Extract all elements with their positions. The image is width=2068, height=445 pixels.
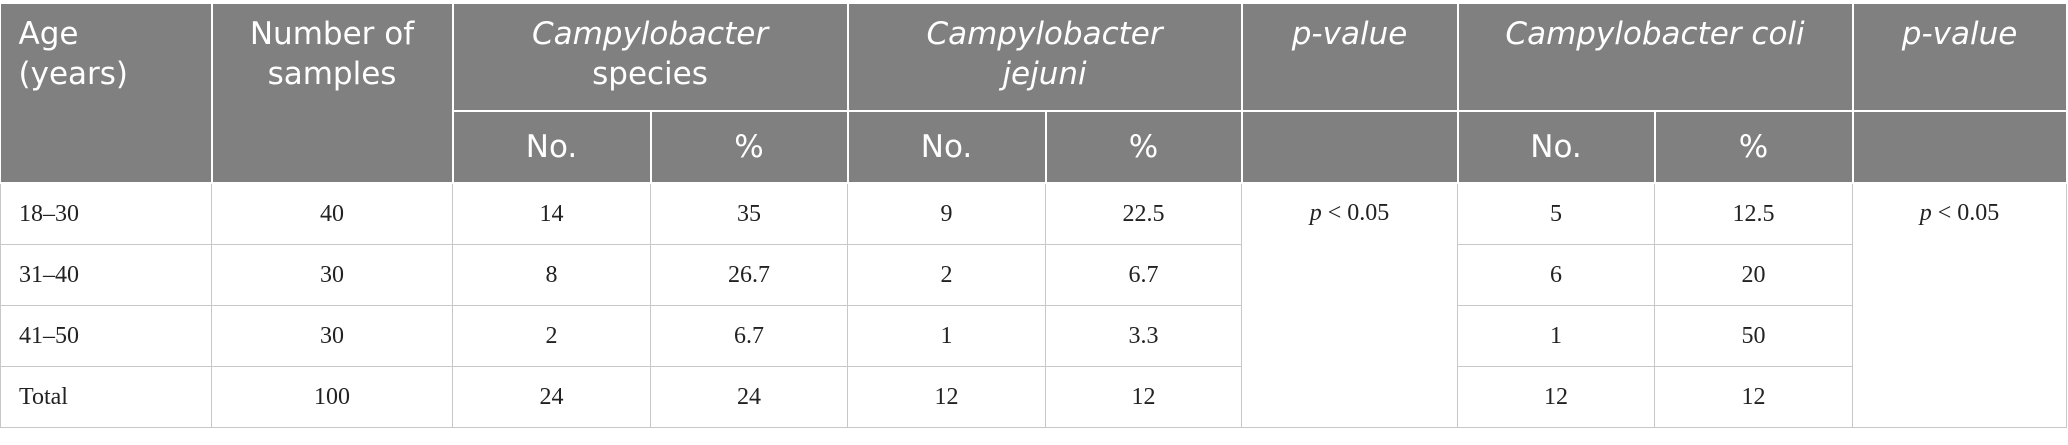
table-cell: 24 [452, 366, 651, 428]
header-cell: p-value [1851, 4, 2068, 112]
subheader-cell: No. [452, 111, 652, 184]
table-cell: 24 [649, 366, 849, 428]
table-cell: 100 [211, 366, 453, 428]
header-cell: Campylobacter coli [1456, 4, 1854, 112]
header-text: Campylobacter [531, 16, 769, 52]
header-text: Age [18, 16, 79, 52]
table-row: Total 100 24 24 12 12 12 12 [0, 366, 2067, 428]
table-cell: Total [0, 366, 212, 428]
data-table: Age (years) Number of samples Campylobac… [0, 4, 2068, 428]
table-cell: 12 [847, 366, 1047, 428]
table-cell: 3.3 [1045, 305, 1243, 367]
p-symbol: p [1919, 200, 1932, 226]
header-cell: Age (years) [0, 4, 213, 184]
p-value-cell: p < 0.05 [1241, 182, 1459, 428]
p-symbol: p [1309, 200, 1322, 226]
header-text: p-value [1901, 16, 2018, 52]
table-cell: 40 [211, 182, 453, 245]
header-cell [1851, 111, 2068, 184]
header-row: No.% No.% No.% [1, 111, 2068, 184]
header-cell: Number of samples [210, 4, 454, 184]
table-cell: 26.7 [649, 244, 849, 306]
header-text: species [592, 56, 708, 92]
table-cell: 14 [452, 182, 651, 245]
p-value-cell: p < 0.05 [1852, 182, 2068, 428]
table-cell: 30 [211, 244, 453, 306]
table-cell: 50 [1654, 305, 1854, 367]
header-text: (years) [18, 56, 129, 92]
subheader-cell: % [649, 111, 849, 184]
p-threshold: < 0.05 [1937, 200, 2000, 226]
table-cell: 20 [1654, 244, 1854, 306]
subheader-cell: No. [846, 111, 1047, 184]
table-cell: 35 [649, 182, 849, 245]
header-cell: Campylobacter jejuni [846, 4, 1243, 112]
table-cell: 1 [1457, 305, 1656, 367]
header-text: jejuni [1002, 56, 1087, 92]
table-cell: 12 [1045, 366, 1243, 428]
table-cell: 6 [1457, 244, 1656, 306]
header-text: Campylobacter [926, 16, 1163, 52]
header-text: Number of [249, 16, 415, 52]
table-cell: 8 [452, 244, 651, 306]
subheader-cell: % [1653, 111, 1854, 184]
table-row: 18–30 40 14 35 9 22.5 p < 0.05 5 12.5 p < 0.05 [0, 182, 2068, 428]
table-cell: 12.5 [1654, 182, 1854, 245]
table-row: 41–50 30 2 6.7 1 3.3 1 50 [0, 305, 2067, 367]
table-cell: 18–30 [0, 182, 212, 245]
table-cell: 12 [1457, 366, 1656, 428]
header-row: Age (years) Number of samples Campylobac… [0, 4, 2068, 184]
table-cell: 12 [1654, 366, 1854, 428]
table-body: 18–30 40 14 35 9 22.5 p < 0.05 5 12.5 p < 0.05 31–… [0, 182, 2068, 428]
header-text: Campylobacter coli [1505, 16, 1805, 52]
table-cell: 2 [452, 305, 651, 367]
subheader-cell: No. [1456, 111, 1656, 184]
table-header: Age (years) Number of samples Campylobac… [0, 4, 2068, 184]
table-cell: 22.5 [1045, 182, 1243, 245]
header-text: p-value [1291, 16, 1408, 52]
table-cell: 9 [847, 182, 1047, 245]
table-cell: 41–50 [0, 305, 212, 367]
header-cell: Campylobacter species [451, 4, 849, 112]
p-threshold: < 0.05 [1327, 200, 1390, 226]
table-cell: 31–40 [0, 244, 212, 306]
subheader-cell: % [1044, 111, 1243, 184]
table-cell: 6.7 [649, 305, 849, 367]
table-cell: 6.7 [1045, 244, 1243, 306]
header-text: samples [267, 56, 397, 92]
table-row: 31–40 30 8 26.7 2 6.7 6 20 [0, 244, 2067, 306]
header-cell: p-value [1240, 4, 1459, 112]
table-cell: 2 [847, 244, 1047, 306]
header-cell [1240, 111, 1459, 184]
table-cell: 30 [211, 305, 453, 367]
table-cell: 1 [847, 305, 1047, 367]
table-cell: 5 [1457, 182, 1656, 245]
